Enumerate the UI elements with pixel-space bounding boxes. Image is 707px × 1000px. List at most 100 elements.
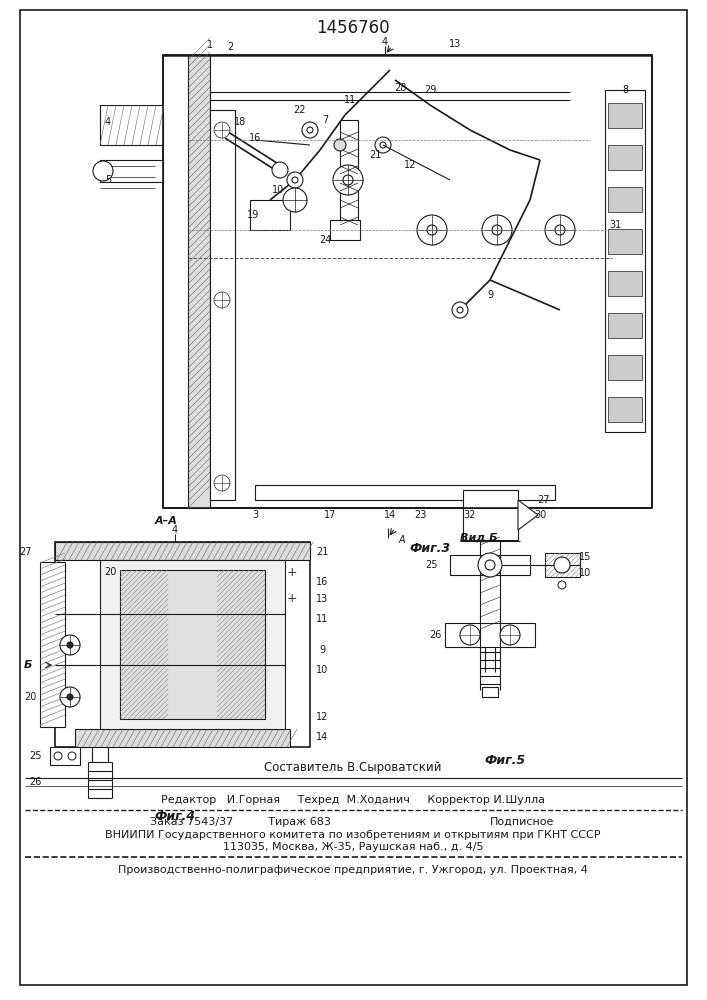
Circle shape (302, 122, 318, 138)
Text: 32: 32 (464, 510, 477, 520)
Circle shape (60, 687, 80, 707)
Text: 29: 29 (423, 85, 436, 95)
Circle shape (452, 302, 468, 318)
Text: 14: 14 (384, 510, 396, 520)
Bar (100, 105, 163, 145)
Bar (75, 729, 290, 747)
Circle shape (68, 752, 76, 760)
Text: 13: 13 (449, 39, 461, 49)
Bar (120, 570, 265, 719)
Text: 8: 8 (622, 85, 628, 95)
Circle shape (287, 172, 303, 188)
Bar (608, 145, 642, 170)
Bar (217, 570, 265, 719)
Text: 25: 25 (29, 751, 41, 761)
Circle shape (54, 752, 62, 760)
Bar (482, 687, 498, 697)
Bar (545, 553, 580, 577)
Text: 21: 21 (369, 150, 381, 160)
Bar (608, 355, 642, 380)
Circle shape (558, 581, 566, 589)
Bar (605, 90, 645, 432)
Text: 27: 27 (19, 547, 31, 557)
Circle shape (333, 165, 363, 195)
Bar (210, 110, 235, 500)
Text: 25: 25 (426, 560, 438, 570)
Polygon shape (518, 500, 538, 530)
Text: 20: 20 (104, 567, 116, 577)
Bar (55, 542, 310, 747)
Text: 1: 1 (207, 40, 213, 50)
Bar (55, 542, 310, 560)
Text: 2: 2 (227, 42, 233, 52)
Bar (545, 553, 580, 577)
Text: 12: 12 (404, 160, 416, 170)
Text: Составитель В.Сыроватский: Составитель В.Сыроватский (264, 760, 442, 774)
Text: 10: 10 (316, 665, 328, 675)
Bar (608, 397, 642, 422)
Bar (100, 560, 285, 729)
Bar (120, 570, 168, 719)
Text: 113035, Москва, Ж-35, Раушская наб., д. 4/5: 113035, Москва, Ж-35, Раушская наб., д. … (223, 842, 484, 852)
Text: Производственно-полиграфическое предприятие, г. Ужгород, ул. Проектная, 4: Производственно-полиграфическое предприя… (118, 865, 588, 875)
Text: Фиг.3: Фиг.3 (409, 542, 450, 554)
Bar (255, 485, 555, 500)
Circle shape (545, 215, 575, 245)
Text: Подписное: Подписное (490, 817, 554, 827)
Circle shape (214, 292, 230, 308)
Text: 9: 9 (487, 290, 493, 300)
Text: 23: 23 (414, 510, 426, 520)
Text: +: + (286, 566, 298, 578)
Text: 24: 24 (319, 235, 331, 245)
Text: 18: 18 (234, 117, 246, 127)
Text: 31: 31 (609, 220, 621, 230)
Circle shape (214, 475, 230, 491)
Text: 14: 14 (316, 732, 328, 742)
Text: Фиг.4: Фиг.4 (154, 810, 196, 824)
Circle shape (500, 625, 520, 645)
Circle shape (93, 161, 113, 181)
Text: 10: 10 (579, 568, 591, 578)
Bar (250, 200, 290, 230)
Bar (188, 55, 210, 508)
Bar (463, 490, 518, 540)
Text: 1456760: 1456760 (316, 19, 390, 37)
Text: 26: 26 (429, 630, 441, 640)
Text: 30: 30 (534, 510, 546, 520)
Text: Вид Б: Вид Б (460, 533, 498, 543)
Circle shape (460, 625, 480, 645)
Text: 15: 15 (579, 552, 591, 562)
Circle shape (554, 557, 570, 573)
Text: 28: 28 (394, 83, 407, 93)
Text: 4: 4 (105, 117, 111, 127)
Bar (40, 562, 65, 727)
Text: 7: 7 (322, 115, 328, 125)
Text: Фиг.5: Фиг.5 (484, 754, 525, 766)
Text: 17: 17 (324, 510, 337, 520)
Circle shape (482, 215, 512, 245)
Text: 21: 21 (316, 547, 328, 557)
Circle shape (380, 142, 386, 148)
Circle shape (485, 560, 495, 570)
Circle shape (67, 694, 73, 700)
Text: A: A (399, 535, 405, 545)
Circle shape (343, 175, 353, 185)
Circle shape (417, 215, 447, 245)
Circle shape (292, 177, 298, 183)
Text: 16: 16 (316, 577, 328, 587)
Bar (608, 313, 642, 338)
Bar (608, 187, 642, 212)
Circle shape (555, 225, 565, 235)
Circle shape (478, 553, 502, 577)
Text: 11: 11 (344, 95, 356, 105)
Text: 13: 13 (316, 594, 328, 604)
Bar (450, 555, 530, 575)
Circle shape (457, 307, 463, 313)
Text: 11: 11 (316, 614, 328, 624)
Text: ВНИИПИ Государственного комитета по изобретениям и открытиям при ГКНТ СССР: ВНИИПИ Государственного комитета по изоб… (105, 830, 601, 840)
Bar (340, 120, 358, 230)
Text: Заказ 7543/37          Тираж 683: Заказ 7543/37 Тираж 683 (150, 817, 341, 827)
Text: 10: 10 (272, 185, 284, 195)
Bar (50, 747, 80, 765)
Bar (330, 220, 360, 240)
